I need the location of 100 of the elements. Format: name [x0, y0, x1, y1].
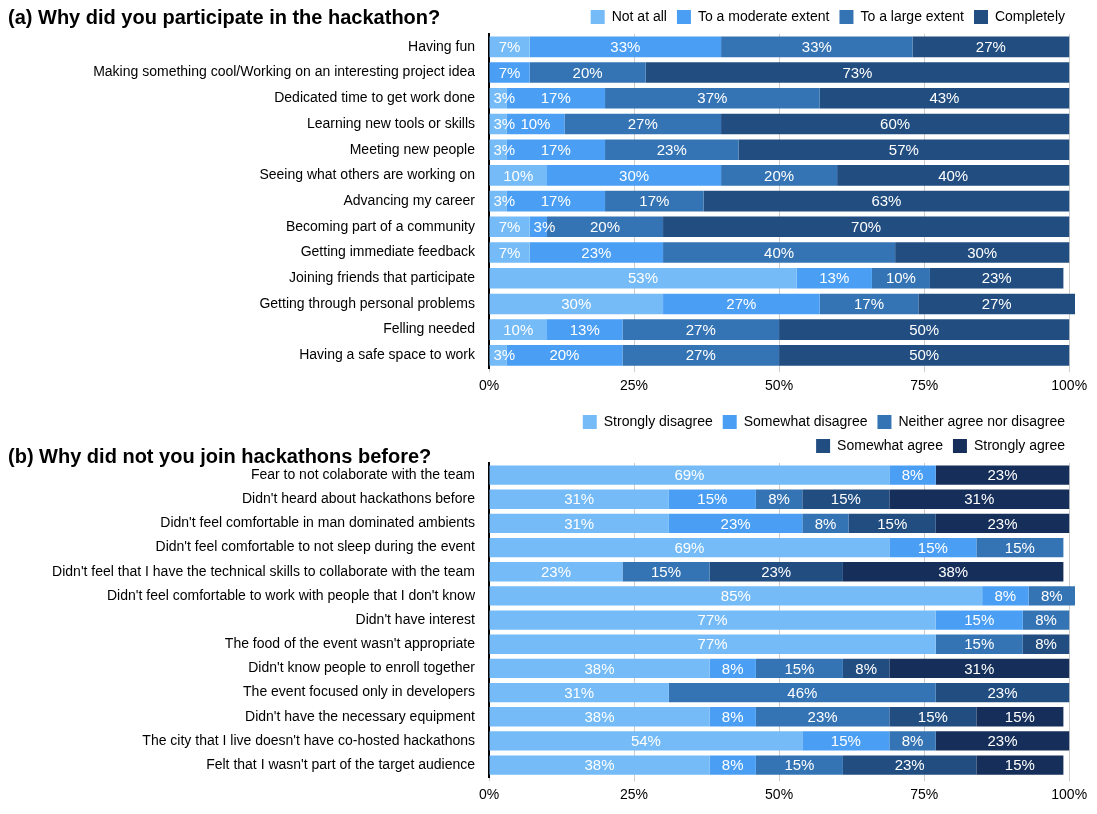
bar: [489, 489, 669, 509]
bar: [489, 267, 797, 289]
data-label: 73%: [842, 63, 873, 81]
data-label: 70%: [851, 217, 882, 235]
bar: [935, 610, 1023, 630]
data-label: 15%: [1004, 538, 1035, 556]
data-label: 10%: [520, 115, 551, 133]
data-label: 8%: [814, 514, 837, 532]
data-label: 23%: [540, 562, 571, 580]
data-label: 17%: [540, 89, 571, 107]
data-label: 23%: [656, 140, 687, 158]
bar: [721, 36, 913, 58]
data-label: 20%: [549, 346, 580, 364]
data-label: 15%: [784, 659, 815, 677]
data-label: 8%: [1035, 611, 1057, 629]
data-label: 8%: [768, 490, 790, 508]
data-label: 60%: [880, 115, 911, 133]
bar: [529, 242, 664, 263]
data-label: 8%: [721, 756, 744, 774]
bar: [489, 562, 623, 582]
legend-label: Strongly disagree: [603, 412, 713, 429]
y-tick-label: Having fun: [408, 37, 475, 54]
data-label: 20%: [764, 166, 795, 184]
bar: [842, 755, 977, 775]
x-tick-label: 25%: [620, 786, 649, 803]
bar: [622, 319, 780, 340]
bar: [721, 165, 838, 186]
x-tick-label: 25%: [620, 377, 649, 394]
data-label: 8%: [901, 732, 924, 750]
data-label: 27%: [685, 346, 716, 364]
bar: [605, 87, 820, 109]
y-tick-label: Getting immediate feedback: [300, 243, 476, 260]
bar: [547, 165, 722, 186]
data-label: 69%: [674, 538, 705, 556]
y-tick-label: Didn't feel comfortable in man dominated ambients: [160, 514, 475, 531]
data-label: 15%: [1004, 707, 1035, 725]
data-label: 40%: [938, 166, 969, 184]
bar: [837, 165, 1070, 186]
bar: [935, 513, 1070, 534]
data-label: 77%: [697, 635, 728, 653]
bar: [489, 755, 710, 775]
data-label: 31%: [564, 514, 595, 532]
y-tick-label: The event focused only in developers: [243, 683, 475, 700]
bar: [489, 610, 936, 630]
bar: [605, 139, 739, 160]
legend-label: Somewhat agree: [837, 436, 944, 453]
data-label: 15%: [697, 490, 728, 508]
bar: [489, 682, 669, 703]
data-label: 27%: [981, 295, 1012, 313]
data-label: 50%: [909, 320, 940, 338]
y-tick-label: Didn't feel that I have the technical skills to collaborate with the team: [52, 562, 475, 579]
bar: [489, 293, 664, 315]
y-tick-label: Seeing what others are working on: [259, 166, 475, 183]
legend-label: Not at all: [611, 7, 667, 24]
data-label: 3%: [493, 192, 516, 210]
data-label: 20%: [590, 217, 621, 235]
data-label: 50%: [909, 346, 940, 364]
data-label: 23%: [720, 514, 751, 532]
y-tick-label: Fear to not colaborate with the team: [250, 465, 475, 482]
y-tick-label: Getting through personal problems: [259, 294, 475, 311]
data-label: 15%: [877, 514, 908, 532]
y-tick-label: Having a safe space to work: [299, 346, 476, 363]
data-label: 20%: [572, 63, 603, 81]
y-tick-label: Felling needed: [383, 320, 475, 337]
y-tick-label: Becoming part of a community: [285, 217, 475, 234]
y-tick-label: The food of the event wasn't appropriate: [224, 635, 476, 652]
data-label: 7%: [498, 37, 521, 55]
data-label: 8%: [1040, 587, 1063, 605]
data-label: 23%: [894, 756, 925, 774]
bar: [547, 319, 623, 340]
data-label: 27%: [685, 320, 716, 338]
data-label: 77%: [697, 611, 728, 629]
text: (b) Why did not you join hackathons before?: [8, 445, 432, 468]
y-tick-label: Felt that I wasn't part of the target audience: [206, 755, 476, 772]
bar: [645, 62, 1070, 83]
y-tick-label: Didn't have interest: [355, 610, 476, 627]
y-tick-label: Didn't feel comfortable to work with people that I don't know: [107, 586, 476, 603]
bar: [622, 345, 780, 366]
bar: [779, 345, 1070, 366]
data-label: 15%: [917, 538, 948, 556]
bar: [976, 755, 1064, 775]
data-label: 30%: [967, 243, 998, 261]
data-label: 69%: [674, 466, 705, 484]
y-tick-label: Advancing my career: [343, 191, 476, 208]
data-label: 53%: [627, 269, 659, 287]
data-label: 38%: [584, 659, 615, 677]
bar: [819, 87, 1070, 109]
bar: [663, 293, 820, 315]
x-tick-label: 100%: [1051, 377, 1088, 394]
data-label: 27%: [627, 115, 658, 133]
x-tick-label: 0%: [478, 377, 500, 394]
data-label: 23%: [581, 243, 612, 261]
legend-label: Strongly agree: [973, 436, 1066, 453]
data-label: 17%: [540, 140, 571, 158]
data-label: 43%: [929, 89, 960, 107]
data-label: 13%: [569, 320, 600, 338]
bar: [755, 755, 843, 775]
data-label: 8%: [901, 466, 924, 484]
data-label: 23%: [987, 514, 1018, 532]
bar: [738, 139, 1070, 160]
